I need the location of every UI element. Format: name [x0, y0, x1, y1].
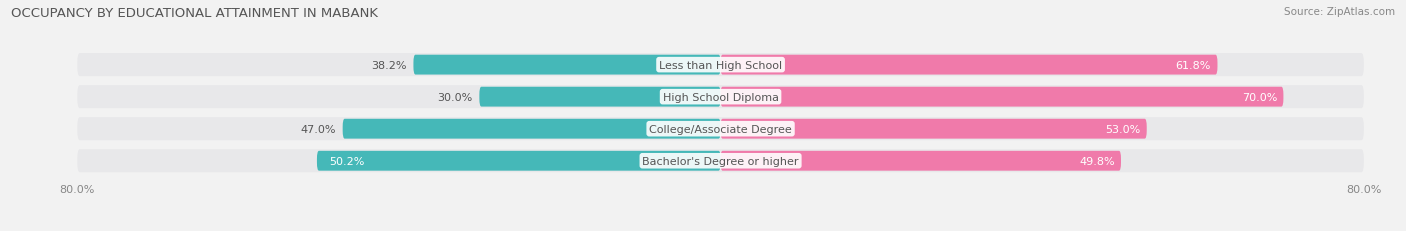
Text: 49.8%: 49.8%	[1078, 156, 1115, 166]
Text: 30.0%: 30.0%	[437, 92, 472, 102]
Text: Source: ZipAtlas.com: Source: ZipAtlas.com	[1284, 7, 1395, 17]
Text: 38.2%: 38.2%	[371, 60, 406, 70]
Text: 50.2%: 50.2%	[329, 156, 364, 166]
Text: 47.0%: 47.0%	[301, 124, 336, 134]
FancyBboxPatch shape	[721, 151, 1121, 171]
FancyBboxPatch shape	[77, 86, 1364, 109]
Text: Bachelor's Degree or higher: Bachelor's Degree or higher	[643, 156, 799, 166]
Text: OCCUPANCY BY EDUCATIONAL ATTAINMENT IN MABANK: OCCUPANCY BY EDUCATIONAL ATTAINMENT IN M…	[11, 7, 378, 20]
FancyBboxPatch shape	[77, 149, 1364, 173]
FancyBboxPatch shape	[721, 119, 1147, 139]
Text: Less than High School: Less than High School	[659, 60, 782, 70]
Text: 61.8%: 61.8%	[1175, 60, 1211, 70]
FancyBboxPatch shape	[413, 55, 721, 75]
FancyBboxPatch shape	[77, 118, 1364, 141]
FancyBboxPatch shape	[343, 119, 721, 139]
FancyBboxPatch shape	[721, 87, 1284, 107]
FancyBboxPatch shape	[479, 87, 721, 107]
Text: 70.0%: 70.0%	[1241, 92, 1277, 102]
FancyBboxPatch shape	[316, 151, 721, 171]
FancyBboxPatch shape	[721, 55, 1218, 75]
Text: High School Diploma: High School Diploma	[662, 92, 779, 102]
Text: College/Associate Degree: College/Associate Degree	[650, 124, 792, 134]
Text: 53.0%: 53.0%	[1105, 124, 1140, 134]
FancyBboxPatch shape	[77, 54, 1364, 77]
